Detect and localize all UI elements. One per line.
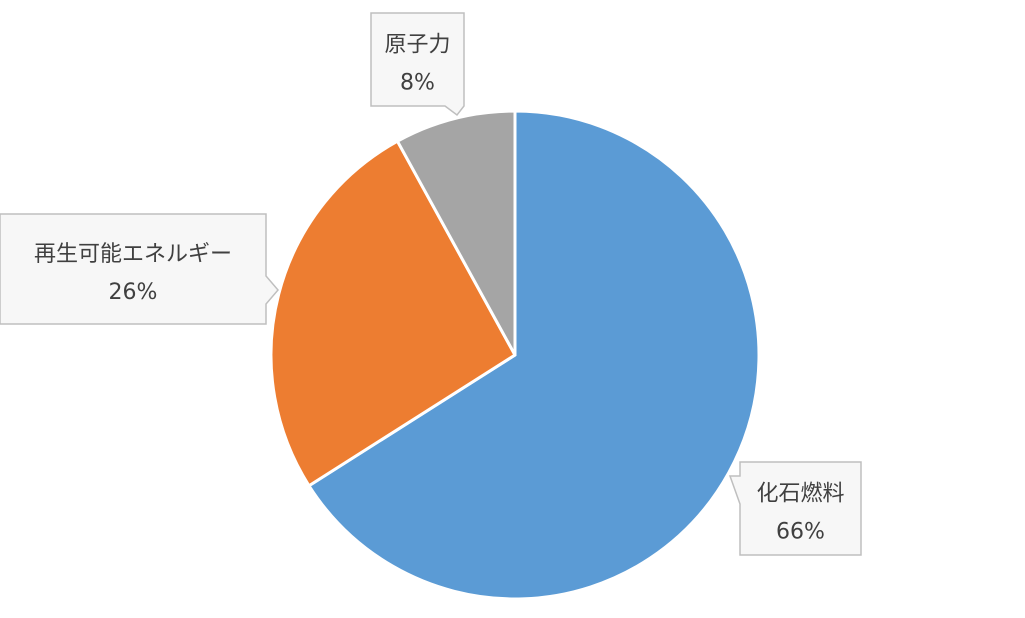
pie-slice-2 [395,109,517,357]
pie-slice-0 [307,109,761,601]
callout-0: 化石燃料 66% [728,461,862,556]
callout-value-label-0: 66% [776,520,825,545]
callout-category-label-2: 原子力 [384,33,450,58]
pie-slice-1 [269,139,517,488]
callout-box-0 [728,461,862,556]
data-callouts: 化石燃料 66% 再生可能エネルギー 26% 原子力 8% [0,12,862,556]
callout-value-label-2: 8% [400,71,435,96]
callout-value-label-1: 26% [109,280,158,305]
pie-slices [269,109,761,601]
callout-2: 原子力 8% [370,12,465,117]
callout-box-1 [0,213,279,325]
callout-box-2 [370,12,465,117]
callout-category-label-1: 再生可能エネルギー [34,242,232,267]
callout-1: 再生可能エネルギー 26% [0,213,279,325]
callout-category-label-0: 化石燃料 [756,482,844,507]
